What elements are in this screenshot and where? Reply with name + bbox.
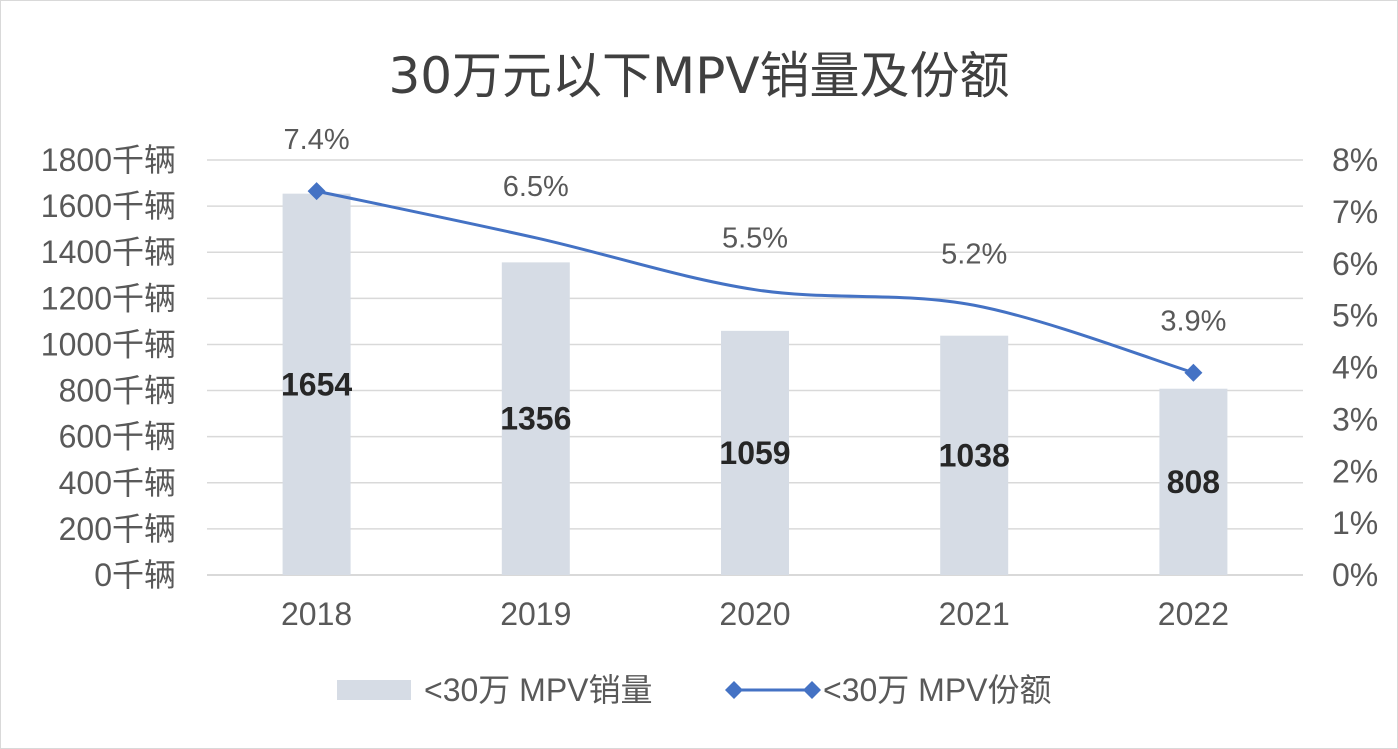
legend-bar-label: <30万 MPV销量 xyxy=(424,672,653,708)
bar xyxy=(721,330,789,575)
share-line xyxy=(316,189,1194,375)
share-value-label: 7.4% xyxy=(284,124,350,156)
bar xyxy=(282,193,351,575)
legend-line-marker xyxy=(803,681,821,699)
share-value-label: 5.2% xyxy=(941,238,1007,270)
y-right-tick-label: 2% xyxy=(1332,453,1378,489)
share-value-label: 6.5% xyxy=(503,171,569,203)
bar-value-label: 808 xyxy=(1167,464,1220,500)
y-right-tick-label: 8% xyxy=(1332,142,1378,178)
y-left-tick-label: 600千辆 xyxy=(59,419,176,455)
legend-layer: <30万 MPV销量 <30万 MPV份额 xyxy=(337,672,1052,708)
y-right-tick-label: 1% xyxy=(1332,505,1378,541)
bar-layer xyxy=(282,193,1228,575)
y-right-tick-label: 4% xyxy=(1332,350,1378,386)
bar xyxy=(1159,388,1228,575)
y-left-tick-label: 1000千辆 xyxy=(41,326,176,362)
y-left-tick-label: 0千辆 xyxy=(94,557,176,593)
x-tick-label: 2018 xyxy=(281,596,352,632)
legend-line-marker xyxy=(725,681,743,699)
share-value-label: 5.5% xyxy=(722,223,788,255)
y-right-tick-label: 3% xyxy=(1332,401,1378,437)
x-tick-label: 2019 xyxy=(500,596,571,632)
y-left-tick-label: 1800千辆 xyxy=(41,142,176,178)
chart-title: 30万元以下MPV销量及份额 xyxy=(388,47,1010,105)
y-left-tick-label: 1400千辆 xyxy=(41,234,176,270)
bar xyxy=(940,335,1009,575)
y-left-tick-label: 800千辆 xyxy=(59,373,176,409)
bar-value-label: 1038 xyxy=(939,437,1010,473)
y-left-tick-label: 200千辆 xyxy=(59,511,176,547)
bar-value-label: 1356 xyxy=(500,401,571,437)
share-marker xyxy=(1184,363,1203,382)
label-layer: 1654 1356 1059 1038 808 7.4% 6.5% 5.5% 5.2% 3.9% xyxy=(281,124,1226,500)
y-right-tick-label: 5% xyxy=(1332,298,1378,334)
y-right-tick-label: 0% xyxy=(1332,557,1378,593)
share-value-label: 3.9% xyxy=(1160,306,1226,338)
x-tick-label: 2022 xyxy=(1158,596,1229,632)
legend-line-label: <30万 MPV份额 xyxy=(823,672,1052,708)
bar-value-label: 1059 xyxy=(719,435,790,471)
y-left-tick-label: 1600千辆 xyxy=(41,188,176,224)
line-layer xyxy=(307,182,1203,382)
bar xyxy=(501,262,570,575)
y-left-tick-label: 1200千辆 xyxy=(41,280,176,316)
x-tick-label: 2020 xyxy=(719,596,790,632)
y-right-tick-label: 6% xyxy=(1332,246,1378,282)
bar-value-label: 1654 xyxy=(281,366,352,402)
axis-layer: 0千辆 200千辆 400千辆 600千辆 800千辆 1000千辆 1200千辆 1400千… xyxy=(41,142,1378,632)
legend-bar-swatch xyxy=(337,680,411,700)
share-marker xyxy=(307,182,326,201)
y-left-tick-label: 400千辆 xyxy=(59,465,176,501)
y-right-tick-label: 7% xyxy=(1332,194,1378,230)
x-tick-label: 2021 xyxy=(939,596,1010,632)
